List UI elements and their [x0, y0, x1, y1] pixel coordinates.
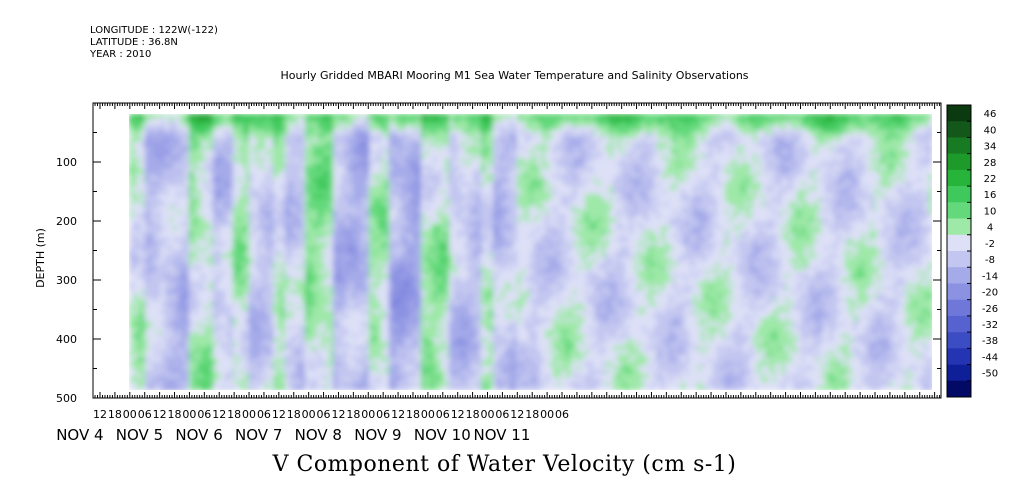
- colorbar-label: -20: [982, 288, 998, 299]
- y-tick-label: 200: [56, 215, 77, 228]
- chart-title: Hourly Gridded MBARI Mooring M1 Sea Wate…: [280, 69, 749, 82]
- colorbar-swatch: [947, 267, 971, 284]
- x-tick-label: 00: [421, 408, 435, 421]
- x-day-label: NOV 4: [56, 426, 103, 444]
- x-tick-label: 06: [138, 408, 152, 421]
- colorbar-label: 16: [984, 190, 997, 201]
- x-tick-label: 00: [182, 408, 196, 421]
- colorbar-label: 34: [984, 142, 997, 153]
- colorbar-swatch: [947, 202, 971, 219]
- colorbar-swatch: [947, 348, 971, 365]
- y-tick-label: 300: [56, 274, 77, 287]
- colorbar-swatch: [947, 121, 971, 138]
- y-tick-label: 100: [56, 156, 77, 169]
- x-tick-label: 12: [331, 408, 345, 421]
- colorbar-label: 40: [984, 125, 997, 136]
- colorbar-label: -8: [985, 255, 995, 266]
- x-tick-label: 00: [361, 408, 375, 421]
- y-axis-label: DEPTH (m): [34, 228, 47, 288]
- x-tick-label: 18: [525, 408, 539, 421]
- colorbar-swatch: [947, 251, 971, 268]
- x-tick-label: 18: [287, 408, 301, 421]
- colorbar-swatch: [947, 153, 971, 171]
- colorbar: 46 40 34 28 22 16 10 4 -2 -8 -14 -20 -26 -32 -38 -44 -50: [946, 104, 998, 398]
- x-tick-label: 18: [466, 408, 480, 421]
- x-tick-label: 00: [242, 408, 256, 421]
- colorbar-label: 28: [984, 158, 997, 169]
- x-tick-label: 06: [197, 408, 211, 421]
- x-tick-label: 12: [153, 408, 167, 421]
- colorbar-swatch: [947, 234, 971, 252]
- colorbar-swatch: [947, 283, 971, 300]
- x-tick-label: 18: [346, 408, 360, 421]
- y-tick-label: 400: [56, 333, 77, 346]
- heatmap-cells: [129, 114, 932, 390]
- x-tick-label: 18: [168, 408, 182, 421]
- colorbar-swatch: [947, 186, 971, 203]
- x-tick-label: 18: [406, 408, 420, 421]
- colorbar-swatch: [947, 299, 971, 317]
- x-axis-label: V Component of Water Velocity (cm s-1): [272, 452, 737, 477]
- x-tick-label: 06: [257, 408, 271, 421]
- colorbar-label: 46: [984, 109, 997, 120]
- x-day-label: NOV 7: [235, 426, 282, 444]
- x-day-label: NOV 8: [295, 426, 342, 444]
- year-label: YEAR : 2010: [90, 49, 152, 60]
- x-day-label: NOV 10: [414, 426, 471, 444]
- colorbar-swatch: [947, 380, 971, 398]
- longitude-label: LONGITUDE : 122W(-122): [90, 25, 218, 36]
- x-tick-label: 06: [495, 408, 509, 421]
- colorbar-swatch: [947, 364, 971, 382]
- colorbar-label: 22: [984, 174, 997, 185]
- x-tick-label: 06: [436, 408, 450, 421]
- x-day-label: NOV 5: [116, 426, 163, 444]
- colorbar-label: -38: [982, 336, 998, 347]
- colorbar-label: -44: [982, 352, 998, 363]
- colorbar-label: -2: [985, 239, 995, 250]
- x-day-label: NOV 9: [354, 426, 401, 444]
- x-day-label: NOV 6: [175, 426, 222, 444]
- colorbar-label: -14: [982, 271, 998, 282]
- x-tick-label: 06: [376, 408, 390, 421]
- colorbar-swatch: [947, 137, 971, 154]
- colorbar-swatch: [947, 169, 971, 187]
- colorbar-swatch: [947, 315, 971, 333]
- x-tick-label: 06: [555, 408, 569, 421]
- colorbar-swatch: [947, 218, 971, 236]
- colorbar-label: 4: [987, 223, 993, 234]
- colorbar-label: 10: [984, 206, 997, 217]
- colorbar-label: -50: [982, 369, 998, 380]
- x-day-label: NOV 11: [474, 426, 531, 444]
- x-tick-label: 12: [451, 408, 465, 421]
- x-tick-label: 00: [302, 408, 316, 421]
- x-tick-label: 18: [227, 408, 241, 421]
- colorbar-swatch: [947, 105, 971, 122]
- latitude-label: LATITUDE : 36.8N: [90, 37, 178, 48]
- x-tick-label: 00: [540, 408, 554, 421]
- colorbar-swatch: [947, 332, 971, 349]
- x-tick-label: 06: [317, 408, 331, 421]
- x-tick-label: 00: [481, 408, 495, 421]
- x-tick-label: 12: [212, 408, 226, 421]
- colorbar-label: -32: [982, 320, 998, 331]
- x-tick-label: 12: [93, 408, 107, 421]
- colorbar-label: -26: [982, 304, 998, 315]
- x-tick-label: 12: [510, 408, 524, 421]
- x-tick-label: 18: [108, 408, 122, 421]
- x-tick-label: 12: [272, 408, 286, 421]
- x-tick-label: 12: [391, 408, 405, 421]
- y-tick-label: 500: [56, 392, 77, 405]
- x-tick-label: 00: [123, 408, 137, 421]
